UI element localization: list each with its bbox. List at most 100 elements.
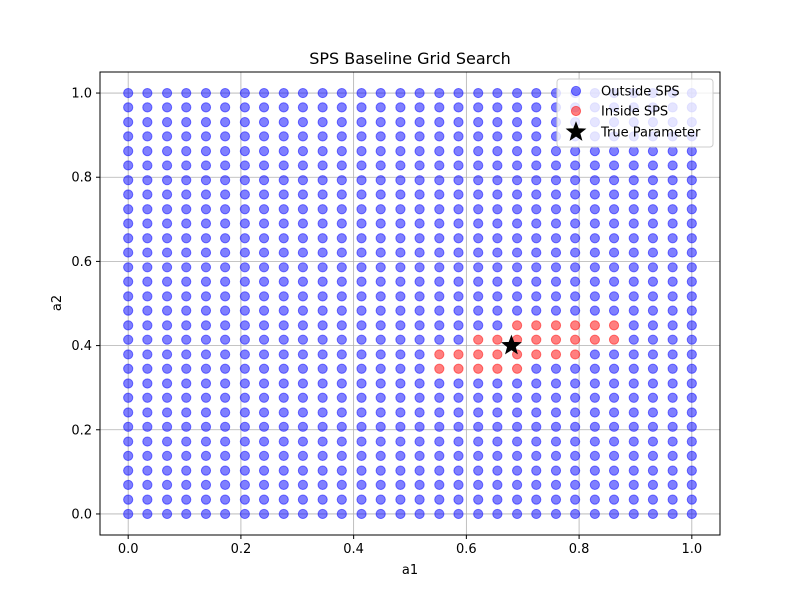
point-outside-sps — [434, 233, 445, 244]
point-outside-sps — [181, 262, 192, 273]
legend-label: Inside SPS — [601, 105, 668, 120]
point-outside-sps — [239, 116, 250, 128]
point-outside-sps — [375, 233, 386, 244]
point-outside-sps — [317, 146, 328, 157]
point-outside-sps — [297, 102, 309, 113]
point-outside-sps — [200, 291, 212, 302]
point-outside-sps — [181, 407, 192, 418]
point-outside-sps — [181, 494, 192, 505]
point-outside-sps — [278, 334, 289, 345]
point-outside-sps — [317, 378, 328, 389]
point-outside-sps — [142, 378, 153, 389]
point-outside-sps — [161, 479, 173, 491]
point-outside-sps — [220, 334, 231, 345]
point-outside-sps — [628, 262, 639, 273]
point-outside-sps — [608, 436, 620, 447]
point-outside-sps — [142, 276, 153, 287]
point-outside-sps — [317, 233, 328, 244]
point-outside-sps — [570, 160, 581, 171]
point-outside-sps — [434, 378, 445, 389]
point-outside-sps — [258, 131, 270, 142]
point-outside-sps — [473, 87, 484, 99]
point-outside-sps — [181, 102, 192, 113]
point-outside-sps — [239, 233, 250, 244]
point-outside-sps — [550, 175, 562, 186]
point-outside-sps — [278, 291, 289, 302]
point-outside-sps — [317, 87, 328, 99]
point-outside-sps — [628, 247, 639, 258]
point-inside-sps — [570, 349, 581, 360]
point-outside-sps — [278, 87, 289, 99]
point-outside-sps — [181, 320, 192, 331]
point-outside-sps — [492, 204, 503, 215]
point-outside-sps — [336, 407, 347, 418]
point-outside-sps — [395, 320, 406, 331]
point-outside-sps — [570, 146, 581, 157]
point-outside-sps — [336, 247, 347, 258]
point-outside-sps — [395, 175, 406, 186]
point-outside-sps — [123, 349, 134, 360]
point-outside-sps — [336, 465, 347, 476]
point-outside-sps — [511, 291, 523, 302]
point-outside-sps — [511, 392, 523, 403]
point-outside-sps — [628, 160, 639, 171]
point-inside-sps — [473, 334, 484, 345]
point-outside-sps — [395, 508, 406, 520]
point-outside-sps — [550, 450, 562, 461]
point-outside-sps — [414, 102, 425, 113]
point-outside-sps — [317, 479, 328, 491]
point-outside-sps — [686, 392, 697, 403]
point-outside-sps — [628, 233, 639, 244]
point-outside-sps — [297, 116, 309, 128]
point-outside-sps — [686, 508, 697, 520]
point-outside-sps — [531, 175, 542, 186]
point-outside-sps — [608, 363, 620, 374]
point-outside-sps — [181, 305, 192, 316]
point-outside-sps — [589, 450, 600, 461]
point-outside-sps — [220, 508, 231, 520]
point-outside-sps — [492, 305, 503, 316]
point-outside-sps — [531, 116, 542, 128]
point-outside-sps — [686, 160, 697, 171]
point-inside-sps — [473, 363, 484, 374]
point-outside-sps — [414, 233, 425, 244]
point-outside-sps — [570, 175, 581, 186]
point-outside-sps — [181, 479, 192, 491]
point-outside-sps — [278, 233, 289, 244]
point-outside-sps — [317, 421, 328, 432]
point-outside-sps — [628, 320, 639, 331]
point-outside-sps — [647, 291, 659, 302]
point-outside-sps — [473, 218, 484, 229]
point-outside-sps — [414, 160, 425, 171]
point-outside-sps — [317, 494, 328, 505]
point-outside-sps — [336, 102, 347, 113]
point-outside-sps — [220, 320, 231, 331]
point-outside-sps — [628, 436, 639, 447]
point-outside-sps — [511, 175, 523, 186]
point-outside-sps — [161, 175, 173, 186]
point-outside-sps — [453, 146, 464, 157]
point-outside-sps — [239, 392, 250, 403]
point-outside-sps — [434, 160, 445, 171]
point-outside-sps — [453, 233, 464, 244]
point-outside-sps — [220, 160, 231, 171]
point-outside-sps — [297, 305, 309, 316]
point-outside-sps — [258, 204, 270, 215]
point-outside-sps — [142, 436, 153, 447]
point-outside-sps — [608, 450, 620, 461]
point-outside-sps — [473, 189, 484, 200]
point-outside-sps — [395, 450, 406, 461]
point-outside-sps — [297, 247, 309, 258]
point-inside-sps — [531, 334, 542, 345]
point-outside-sps — [511, 421, 523, 432]
point-outside-sps — [628, 276, 639, 287]
point-outside-sps — [239, 450, 250, 461]
point-outside-sps — [414, 204, 425, 215]
point-outside-sps — [297, 233, 309, 244]
point-outside-sps — [181, 421, 192, 432]
point-outside-sps — [161, 450, 173, 461]
point-outside-sps — [181, 363, 192, 374]
point-outside-sps — [473, 450, 484, 461]
point-outside-sps — [142, 479, 153, 491]
point-outside-sps — [297, 87, 309, 99]
